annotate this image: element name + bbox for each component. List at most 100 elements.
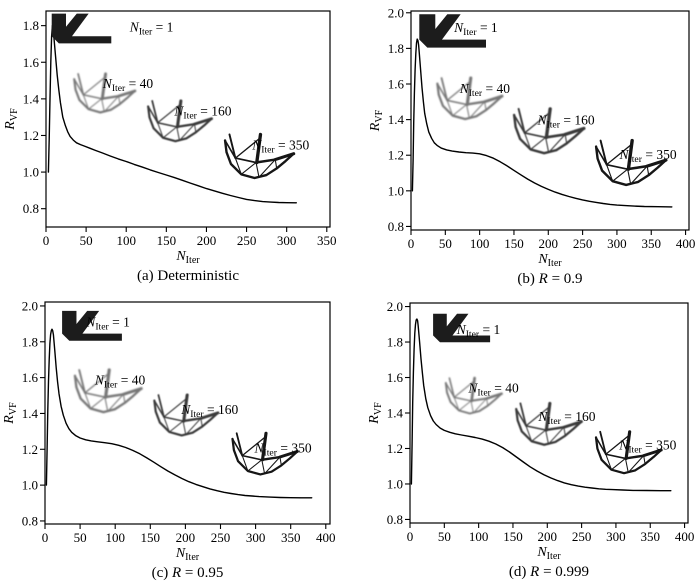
truss-hull-member <box>153 399 220 437</box>
y-tick-label: 1.4 <box>23 91 40 106</box>
inset-label: NIter = 350 <box>251 137 309 155</box>
y-tick-label: 2.0 <box>387 299 403 314</box>
truss-hull-member <box>73 78 136 114</box>
yaxis-label: RVF <box>2 402 19 425</box>
inset-truss-image <box>515 401 583 446</box>
truss-web-member <box>610 457 626 471</box>
truss-web-member <box>563 426 566 437</box>
y-tick-label: 1.2 <box>22 442 38 457</box>
truss-chord-member <box>254 158 277 164</box>
inset-bracket-image <box>419 14 486 48</box>
truss-diagonal-member <box>605 435 629 455</box>
subplot-caption: (d) R = 0.999 <box>509 564 589 580</box>
truss-left-member <box>599 139 608 166</box>
truss-web-member <box>545 136 550 154</box>
truss-web-member <box>453 396 460 411</box>
truss-left-member <box>440 77 449 102</box>
truss-web-member <box>255 161 260 178</box>
truss-diagonal-member <box>446 81 470 101</box>
inset-bracket-image <box>51 13 112 44</box>
truss-hull-member <box>147 105 213 143</box>
truss-chord-member <box>193 117 213 126</box>
inset-truss-image <box>594 138 668 187</box>
x-tick-label: 250 <box>237 233 257 248</box>
x-tick-label: 400 <box>316 530 336 545</box>
y-tick-label: 1.0 <box>22 478 38 493</box>
truss-web-member <box>103 95 120 113</box>
y-tick-label: 1.8 <box>22 334 38 349</box>
inset-bracket-image <box>62 310 122 341</box>
truss-left-member <box>599 430 607 456</box>
panel-c: 0 50 100 150 200 250 300 350 400 0.8 1.0 1.2 1.4 1.6 1… <box>2 298 336 581</box>
truss-hull-member <box>73 374 143 414</box>
truss-web-member <box>606 164 614 182</box>
xaxis-label: NIter <box>537 252 562 269</box>
panel-a: 0 50 100 150 200 250 300 350 0.8 1.0 1.2 1.4 1.6 1.8 N… <box>3 10 337 284</box>
truss-web-member <box>545 429 549 445</box>
truss-chord-member <box>260 455 282 462</box>
inset-truss-image <box>231 431 299 476</box>
subplot-caption: (b) R = 0.9 <box>517 271 582 287</box>
truss-diagonal-member <box>605 144 632 166</box>
y-tick-label: 1.8 <box>388 41 404 56</box>
truss-chord-member <box>544 426 566 432</box>
truss-stem-member <box>544 107 552 140</box>
inset-truss-image <box>436 76 504 121</box>
truss-diagonal-member <box>157 104 181 124</box>
x-tick-label: 50 <box>438 529 451 544</box>
truss-hull-member <box>594 436 663 475</box>
inset-label: NIter = 1 <box>129 20 174 38</box>
y-tick-label: 1.8 <box>387 335 403 350</box>
truss-chord-member <box>199 411 220 420</box>
x-tick-label: 250 <box>572 529 592 544</box>
truss-web-member <box>484 101 487 111</box>
inset-label: NIter = 40 <box>459 81 511 99</box>
y-tick-label: 0.8 <box>387 512 403 527</box>
truss-chord-member <box>465 100 486 106</box>
truss-web-member <box>627 455 645 473</box>
truss-diagonal-member <box>453 381 474 398</box>
truss-chord-member <box>544 133 567 139</box>
truss-diagonal-member <box>241 436 266 457</box>
truss-web-member <box>193 123 197 133</box>
y-tick-label: 1.2 <box>388 148 404 163</box>
x-tick-label: 350 <box>317 233 337 248</box>
truss-chord-member <box>624 454 645 460</box>
inset-label: NIter = 160 <box>180 402 238 420</box>
y-tick-label: 1.0 <box>23 165 39 180</box>
x-tick-label: 100 <box>116 233 136 248</box>
truss-stem-member <box>100 72 108 101</box>
inset-label: NIter = 40 <box>102 76 154 94</box>
truss-chord-member <box>563 126 586 137</box>
inset-label: NIter = 160 <box>173 103 231 121</box>
truss-chord-member <box>642 448 663 458</box>
truss-left-member <box>519 402 527 427</box>
truss-web-member <box>82 94 90 110</box>
truss-stem-member <box>104 368 111 399</box>
truss-web-member <box>468 101 486 119</box>
truss-web-member <box>84 392 92 410</box>
curve-path <box>45 328 313 499</box>
x-tick-label: 300 <box>246 530 266 545</box>
truss-chord-member <box>626 164 649 171</box>
plot-border <box>45 10 331 228</box>
inset-label: NIter = 40 <box>94 373 146 391</box>
truss-web-member <box>178 123 196 142</box>
truss-left-member <box>448 377 455 399</box>
truss-left-member <box>151 100 159 124</box>
xaxis-label: NIter <box>175 546 200 563</box>
truss-web-member <box>524 132 532 151</box>
y-tick-label: 1.4 <box>388 112 405 127</box>
truss-web-member <box>258 159 276 178</box>
y-tick-label: 1.6 <box>22 370 39 385</box>
y-tick-label: 1.4 <box>22 406 39 421</box>
truss-left-member <box>517 107 526 134</box>
truss-web-member <box>452 103 468 117</box>
x-tick-label: 100 <box>469 529 489 544</box>
x-tick-label: 200 <box>539 236 559 251</box>
y-tick-label: 1.6 <box>387 370 404 385</box>
inset-label: NIter = 350 <box>254 440 312 458</box>
truss-web-member <box>530 136 547 151</box>
truss-left-member <box>78 369 86 394</box>
yaxis-label: RVF <box>368 109 385 132</box>
